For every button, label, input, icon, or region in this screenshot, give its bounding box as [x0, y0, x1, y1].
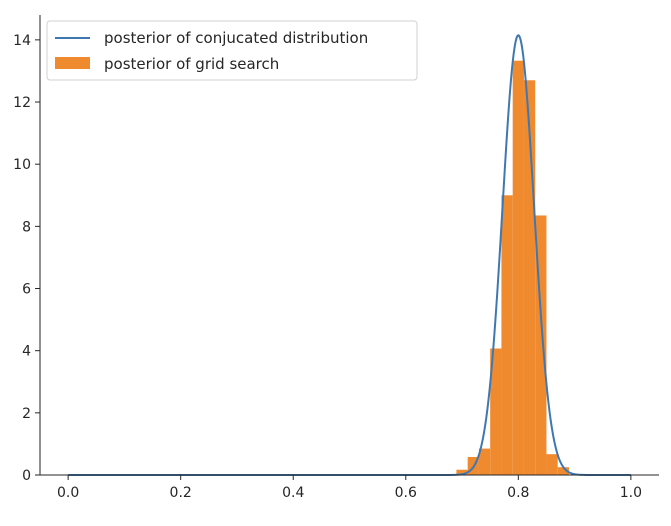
- histogram-bar: [535, 215, 547, 476]
- x-tick-label: 0.6: [395, 485, 417, 501]
- histogram-bar: [456, 469, 468, 475]
- x-tick-label: 1.0: [620, 485, 642, 501]
- histogram-bar: [557, 467, 569, 475]
- x-tick-label: 0.2: [170, 485, 192, 501]
- y-tick-label: 14: [13, 33, 31, 49]
- y-tick-label: 4: [22, 344, 31, 360]
- x-tick-label: 0.0: [57, 485, 79, 501]
- histogram-bar: [490, 348, 502, 475]
- y-tick-label: 0: [22, 468, 31, 484]
- x-tick-label: 0.8: [507, 485, 529, 501]
- y-tick-label: 2: [22, 406, 31, 422]
- histogram-bars: [456, 60, 569, 476]
- legend-label-grid-search: posterior of grid search: [104, 55, 279, 73]
- y-tick-label: 6: [22, 282, 31, 298]
- legend: posterior of conjucated distribution pos…: [46, 20, 418, 81]
- histogram-bar: [523, 80, 536, 476]
- legend-box: [46, 20, 418, 81]
- y-tick-label: 10: [13, 157, 31, 173]
- legend-label-conjugate: posterior of conjucated distribution: [104, 29, 368, 47]
- y-ticks: 0 2 4 6 8 10 12 14: [13, 33, 40, 484]
- histogram-bar: [478, 448, 491, 475]
- legend-bar-swatch: [55, 57, 90, 69]
- histogram-bar: [501, 195, 513, 475]
- histogram-bar: [546, 454, 558, 475]
- y-tick-label: 12: [13, 95, 31, 111]
- histogram-bar: [512, 60, 524, 476]
- y-tick-label: 8: [22, 219, 31, 235]
- x-ticks: 0.0 0.2 0.4 0.6 0.8 1.0: [57, 475, 642, 501]
- x-tick-label: 0.4: [282, 485, 304, 501]
